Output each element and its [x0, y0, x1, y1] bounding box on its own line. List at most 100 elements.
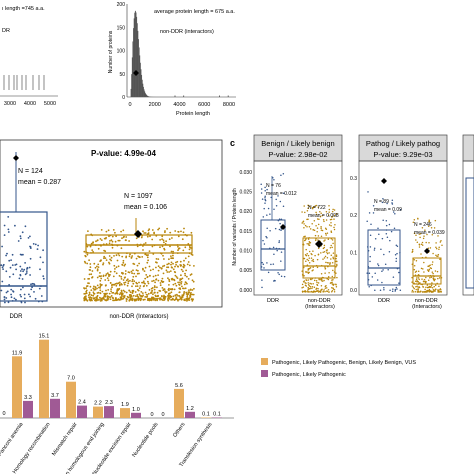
facet-point [274, 227, 277, 230]
nonddr-point [189, 293, 192, 295]
nonddr-point [149, 235, 151, 238]
nonddr-point [125, 236, 128, 238]
nonddr-point [147, 280, 149, 283]
panel-b-nonddr-mean-marker [134, 230, 142, 238]
nonddr-point [142, 298, 145, 301]
nonddr-point [166, 227, 169, 230]
facet-point [415, 285, 417, 288]
nonddr-point [155, 295, 157, 298]
nonddr-point [163, 294, 165, 297]
nonddr-point [168, 258, 170, 261]
nonddr-point [184, 287, 187, 290]
histogram-x-tick: 4000 [173, 102, 185, 108]
nonddr-point [135, 285, 137, 288]
nonddr-point [93, 285, 95, 288]
facet-point [321, 279, 323, 282]
facet-y-tick: 0.000 [239, 288, 252, 294]
nonddr-point [181, 296, 184, 298]
histogram-bar [147, 95, 149, 97]
ddr-point [25, 270, 28, 272]
nonddr-point [106, 292, 108, 295]
panel-c-facet-benign: Benign / Likely benign P-value: 2.98e-02… [239, 134, 343, 310]
facet-point [418, 233, 421, 235]
nonddr-point [178, 284, 181, 286]
facet-point [305, 248, 307, 251]
nonddr-point [135, 237, 138, 240]
facet-point [310, 278, 312, 281]
nonddr-point [124, 273, 127, 275]
ddr-point [21, 268, 23, 271]
facet-point [435, 247, 438, 250]
nonddr-point [184, 246, 187, 249]
facet-point [325, 249, 328, 251]
facet-benign-pvalue: P-value: 2.98e-02 [268, 150, 327, 159]
facet-point [422, 268, 424, 270]
panel-c-facet-clipped [462, 134, 474, 296]
facet-point [316, 281, 318, 284]
nonddr-point [120, 289, 123, 292]
nonddr-point [177, 230, 180, 233]
nonddr-point [173, 299, 176, 301]
facet-point [333, 289, 336, 291]
facet-point [309, 285, 312, 288]
nonddr-point [136, 285, 139, 287]
nonddr-point [181, 285, 183, 288]
nonddr-point [88, 273, 91, 276]
nonddr-point [170, 250, 173, 253]
facet-point [376, 279, 379, 281]
facet-point [324, 266, 326, 268]
facet-point [320, 272, 323, 275]
bar-value-label: 5.6 [175, 383, 183, 389]
facet-point [377, 263, 379, 265]
nonddr-point [180, 264, 183, 267]
facet-point [411, 289, 414, 292]
nonddr-point [148, 265, 151, 268]
nonddr-point [179, 281, 181, 284]
nonddr-point [117, 298, 120, 301]
panel-b-ddr-mean-marker [13, 155, 19, 161]
histogram-x-tick: 6000 [198, 102, 210, 108]
facet-point [318, 218, 320, 220]
nonddr-point [175, 296, 178, 299]
facet-point [335, 255, 338, 258]
ddr-point [21, 278, 24, 280]
facet-point [427, 247, 430, 249]
top-left-tick-4000: 4000 [24, 101, 36, 107]
facet-point [381, 270, 383, 273]
facet-point [260, 183, 262, 185]
facet-point [325, 219, 328, 221]
facet-point [280, 251, 283, 253]
facet-point [323, 244, 326, 247]
facet-point [366, 220, 368, 223]
nonddr-point [188, 264, 191, 267]
facet-point [266, 188, 268, 191]
facet-point [273, 253, 275, 255]
facet-point [316, 231, 318, 233]
facet-point [439, 288, 442, 290]
nonddr-point [115, 235, 117, 238]
nonddr-point [183, 292, 185, 295]
nonddr-point [151, 280, 154, 282]
nonddr-point [163, 288, 166, 291]
nonddr-point [128, 294, 131, 296]
facet-point [308, 291, 310, 293]
nonddr-point [104, 274, 107, 277]
nonddr-point [169, 245, 171, 248]
nonddr-point [168, 284, 170, 286]
facet-point [276, 249, 278, 252]
facet-point [369, 246, 372, 248]
nonddr-point [113, 264, 116, 267]
ddr-point [19, 294, 22, 296]
nonddr-point [128, 299, 131, 302]
ddr-point [24, 273, 27, 276]
nonddr-point [125, 239, 127, 242]
nonddr-point [109, 282, 112, 284]
facet-point [317, 254, 320, 256]
nonddr-point [163, 241, 165, 244]
facet-point [327, 278, 330, 281]
facet-point [392, 211, 395, 213]
facet-point [280, 229, 282, 232]
facet-point [426, 233, 428, 236]
facet-point [321, 229, 324, 232]
facet-point [302, 221, 304, 223]
